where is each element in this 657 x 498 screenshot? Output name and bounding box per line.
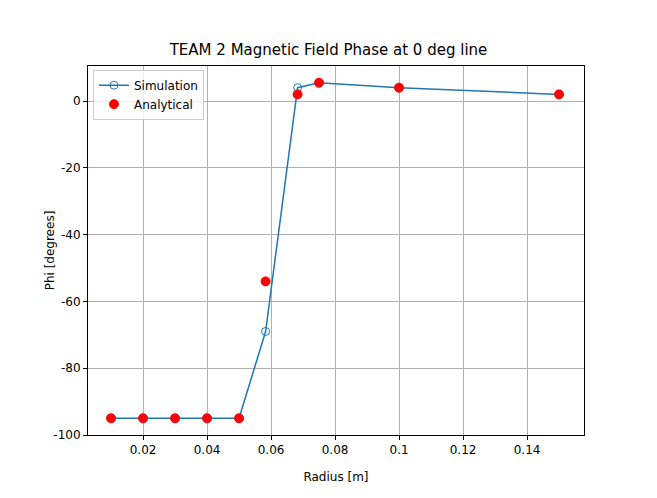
- svg-text:0.08: 0.08: [322, 443, 349, 457]
- svg-text:0.02: 0.02: [130, 443, 157, 457]
- svg-text:Simulation: Simulation: [134, 79, 198, 93]
- svg-text:0.06: 0.06: [258, 443, 285, 457]
- svg-text:TEAM 2 Magnetic Field Phase at: TEAM 2 Magnetic Field Phase at 0 deg lin…: [169, 41, 488, 59]
- svg-text:0.12: 0.12: [450, 443, 477, 457]
- svg-text:0.04: 0.04: [194, 443, 221, 457]
- svg-text:0: 0: [73, 94, 81, 108]
- svg-text:-60: -60: [61, 295, 81, 309]
- svg-text:-80: -80: [61, 361, 81, 375]
- svg-text:Phi [degrees]: Phi [degrees]: [43, 211, 57, 291]
- svg-text:Analytical: Analytical: [134, 98, 193, 112]
- svg-text:-20: -20: [61, 161, 81, 175]
- svg-text:0.14: 0.14: [514, 443, 541, 457]
- svg-text:-100: -100: [53, 428, 80, 442]
- svg-text:Radius [m]: Radius [m]: [303, 470, 368, 484]
- svg-text:-40: -40: [61, 228, 81, 242]
- svg-text:0.1: 0.1: [389, 443, 408, 457]
